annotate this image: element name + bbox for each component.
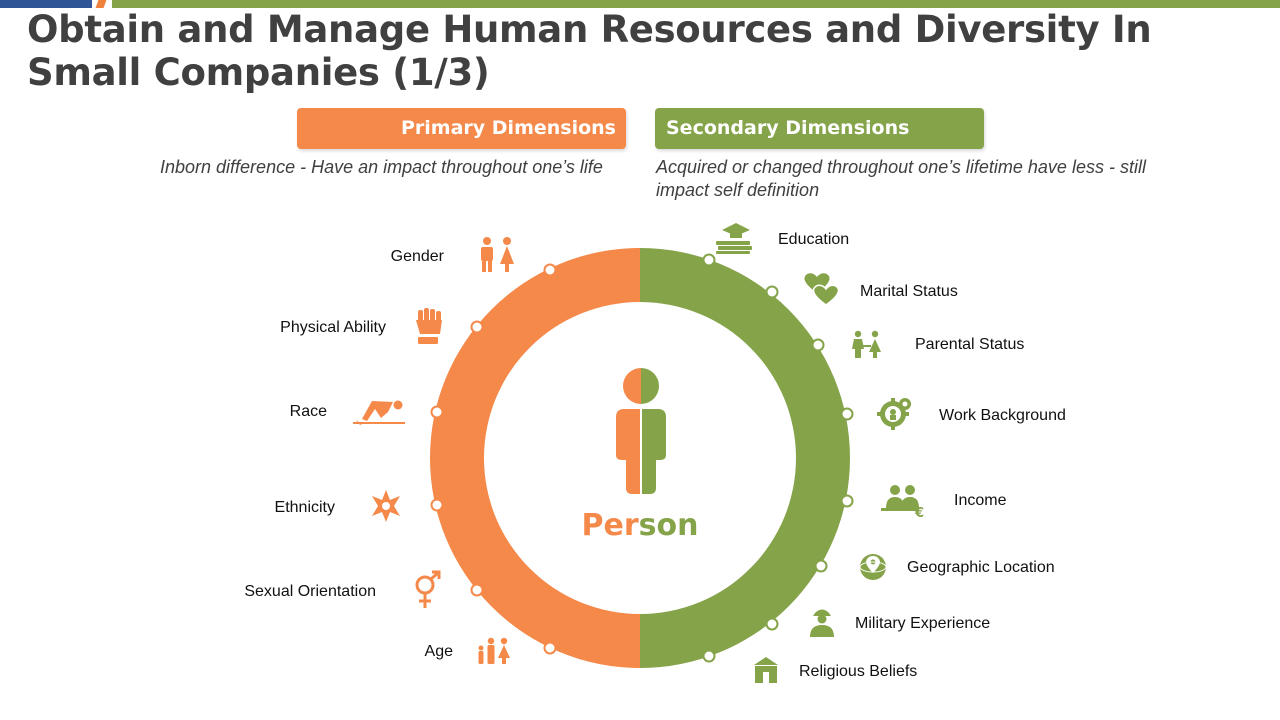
dot-marital-status: [765, 285, 779, 299]
label-income: Income: [954, 492, 1007, 509]
label-geographic-location: Geographic Location: [907, 559, 1055, 576]
dot-education: [702, 253, 716, 267]
label-race: Race: [289, 403, 327, 420]
accent-green: [112, 0, 1280, 8]
dot-geographic-location: [814, 559, 828, 573]
label-age: Age: [424, 643, 453, 660]
person-label: Person: [560, 508, 720, 543]
label-sexual-orientation: Sexual Orientation: [244, 583, 376, 600]
page-title: Obtain and Manage Human Resources and Di…: [27, 8, 1152, 94]
person-label-part2: son: [638, 508, 699, 543]
secondary-description: Acquired or changed throughout one’s lif…: [656, 157, 1146, 200]
label-education: Education: [778, 231, 850, 248]
star-pattern-icon: [372, 490, 400, 522]
label-military-experience: Military Experience: [855, 615, 991, 632]
top-accent-bar: [0, 0, 1280, 8]
dot-race: [430, 405, 444, 419]
label-ethnicity: Ethnicity: [274, 499, 335, 516]
dot-income: [840, 494, 854, 508]
accent-blue: [0, 0, 92, 8]
dot-military-experience: [765, 617, 779, 631]
soldier-icon: [810, 609, 834, 637]
family-icon: [478, 637, 510, 664]
label-physical-ability: Physical Ability: [280, 319, 386, 336]
dot-ethnicity: [430, 498, 444, 512]
person-label-part1: Per: [581, 508, 639, 543]
label-parental-status: Parental Status: [915, 336, 1025, 353]
dot-age: [543, 641, 557, 655]
couple-icon: [852, 330, 881, 358]
gender-symbol-icon: [415, 570, 441, 608]
dot-religious-beliefs: [702, 649, 716, 663]
dot-work-background: [840, 407, 854, 421]
primary-description: Inborn difference - Have an impact throu…: [160, 157, 603, 177]
primary-connector-dots: [430, 263, 557, 655]
dot-sexual-orientation: [470, 583, 484, 597]
label-marital-status: Marital Status: [860, 283, 958, 300]
primary-dimensions-header: Primary Dimensions: [297, 108, 626, 149]
books-cap-icon: [716, 223, 752, 254]
people-euro-icon: €: [881, 485, 924, 521]
secondary-connector-dots: [702, 253, 854, 663]
temple-icon: [754, 657, 778, 683]
person-icon: [616, 368, 666, 494]
label-religious-beliefs: Religious Beliefs: [799, 663, 918, 680]
globe-pin-icon: [859, 554, 887, 580]
hearts-icon: [804, 273, 840, 306]
runner-start-icon: [353, 400, 405, 425]
label-gender: Gender: [390, 248, 444, 265]
secondary-dimensions-header: Secondary Dimensions: [655, 108, 984, 149]
dot-gender: [543, 263, 557, 277]
secondary-ring-half: [640, 248, 850, 668]
primary-ring-half: [430, 248, 640, 668]
dot-parental-status: [811, 338, 825, 352]
label-work-background: Work Background: [939, 407, 1066, 424]
gender-icon: [481, 237, 514, 272]
gears-icon: [877, 398, 911, 430]
fist-icon: [416, 308, 442, 344]
dot-physical-ability: [470, 320, 484, 334]
svg-text:€: €: [914, 506, 924, 521]
